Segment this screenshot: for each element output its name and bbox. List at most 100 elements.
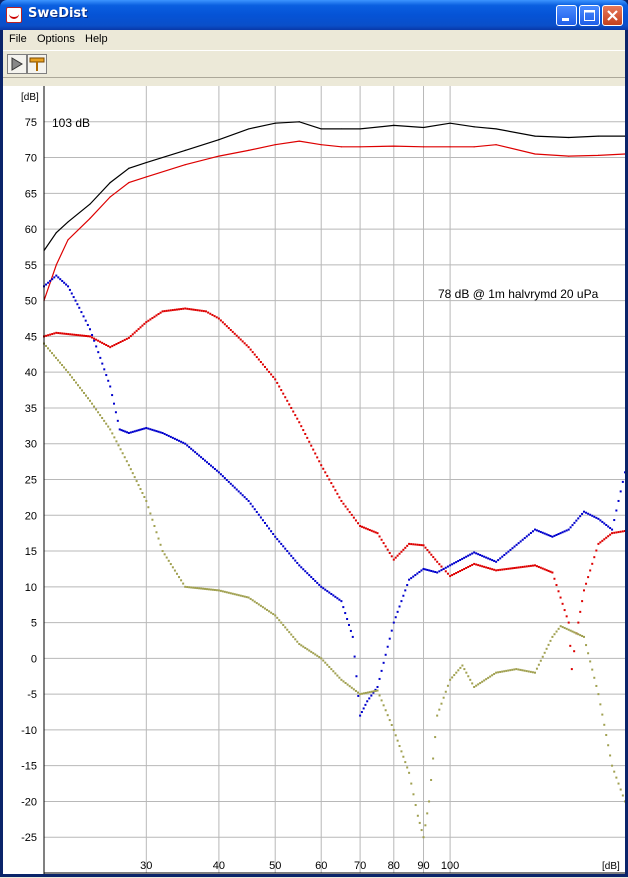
series-point-interp — [617, 782, 620, 785]
series-point-interp — [481, 554, 484, 557]
series-point — [127, 431, 130, 434]
series-point — [597, 154, 600, 156]
series-point-interp — [465, 566, 468, 569]
series-point-interp — [503, 670, 506, 673]
series-point-interp — [467, 675, 470, 678]
minimize-button[interactable] — [556, 5, 577, 26]
series-point-interp — [394, 616, 397, 619]
series-point-interp — [227, 591, 230, 594]
series-point-interp — [243, 342, 246, 345]
x-tick-label: 60 — [315, 860, 327, 872]
measure-tool-button[interactable] — [27, 54, 47, 74]
series-point — [351, 635, 354, 638]
series-point-interp — [404, 546, 407, 549]
series-point-interp — [79, 334, 82, 337]
series-point-interp — [49, 333, 52, 336]
series-point-interp — [133, 476, 136, 479]
menu-file[interactable]: File — [9, 33, 27, 45]
series-point-interp — [278, 619, 281, 622]
series-point-interp — [619, 490, 622, 493]
series-point-interp — [420, 569, 423, 572]
series-point — [359, 525, 362, 528]
series-point-interp — [68, 288, 71, 291]
series-point-interp — [414, 804, 417, 807]
series-point — [184, 442, 187, 445]
series-point-interp — [410, 543, 413, 546]
series-point-interp — [65, 332, 68, 335]
series-point — [392, 728, 395, 731]
title-bar[interactable]: SweDist — [0, 0, 628, 30]
series-point-interp — [326, 590, 329, 593]
close-button[interactable] — [602, 5, 623, 26]
series-point-interp — [115, 343, 118, 346]
series-point-interp — [165, 433, 168, 436]
maximize-button[interactable] — [579, 5, 600, 26]
series-point-interp — [537, 565, 540, 568]
series-point-interp — [336, 492, 339, 495]
series-point-interp — [601, 713, 604, 716]
series-point-interp — [414, 543, 417, 546]
series-point-interp — [453, 562, 456, 565]
series-point-interp — [65, 283, 68, 286]
series-point-interp — [569, 644, 572, 647]
series-point — [340, 600, 343, 603]
series-point-interp — [282, 545, 285, 548]
series-point-interp — [446, 684, 449, 687]
series-point-interp — [416, 543, 419, 546]
x-unit-label: [dB] — [602, 861, 620, 872]
series-point-interp — [202, 310, 205, 313]
series-point-interp — [99, 414, 102, 417]
menu-options[interactable]: Options — [37, 33, 75, 45]
series-point-interp — [525, 535, 528, 538]
series-point-interp — [589, 513, 592, 516]
series-point-interp — [593, 676, 596, 679]
series-point-interp — [338, 676, 341, 679]
window-frame: File Options Help -25 -20 -15 -10 -5 0 5 10 15 20… — [3, 30, 626, 874]
series-point-interp — [543, 568, 546, 571]
series-point-interp — [424, 824, 427, 827]
series-point-interp — [467, 554, 470, 557]
series-point-interp — [410, 782, 413, 785]
series-point — [422, 567, 425, 570]
series-point-interp — [186, 444, 189, 447]
series-point-interp — [330, 482, 333, 485]
series-point-interp — [233, 332, 236, 335]
series-point-interp — [378, 677, 381, 680]
series-point-interp — [477, 683, 480, 686]
series-point-interp — [308, 649, 311, 652]
series-point-interp — [107, 345, 110, 348]
series-point-interp — [302, 429, 305, 432]
series-point-interp — [167, 559, 170, 562]
series-point-interp — [613, 519, 616, 522]
series-point-interp — [280, 542, 283, 545]
series-point-interp — [204, 459, 207, 462]
series-point-interp — [241, 494, 244, 497]
menu-help[interactable]: Help — [85, 33, 108, 45]
series-point-interp — [378, 694, 381, 697]
series-point-interp — [192, 308, 195, 311]
series-point-interp — [215, 469, 218, 472]
y-tick-label: 65 — [25, 188, 37, 200]
series-point-interp — [334, 489, 337, 492]
series-point-interp — [579, 515, 582, 518]
series-point-interp — [451, 676, 454, 679]
series-point-interp — [237, 336, 240, 339]
series-point-interp — [330, 668, 333, 671]
series-point-interp — [149, 512, 152, 515]
series-point-interp — [336, 597, 339, 600]
series-point-interp — [251, 505, 254, 508]
series-point-interp — [553, 534, 556, 537]
play-button[interactable] — [7, 54, 27, 74]
series-point — [55, 274, 58, 277]
series-point-interp — [119, 448, 122, 451]
series-point — [570, 668, 573, 671]
series-point-interp — [539, 659, 542, 662]
series-point-interp — [553, 633, 556, 636]
series-point-interp — [382, 661, 385, 664]
series-point-interp — [619, 530, 622, 533]
series-point — [298, 421, 301, 424]
series-point-interp — [440, 702, 443, 705]
series-point-interp — [190, 586, 193, 589]
series-point-interp — [318, 656, 321, 659]
series-point-interp — [322, 587, 325, 590]
